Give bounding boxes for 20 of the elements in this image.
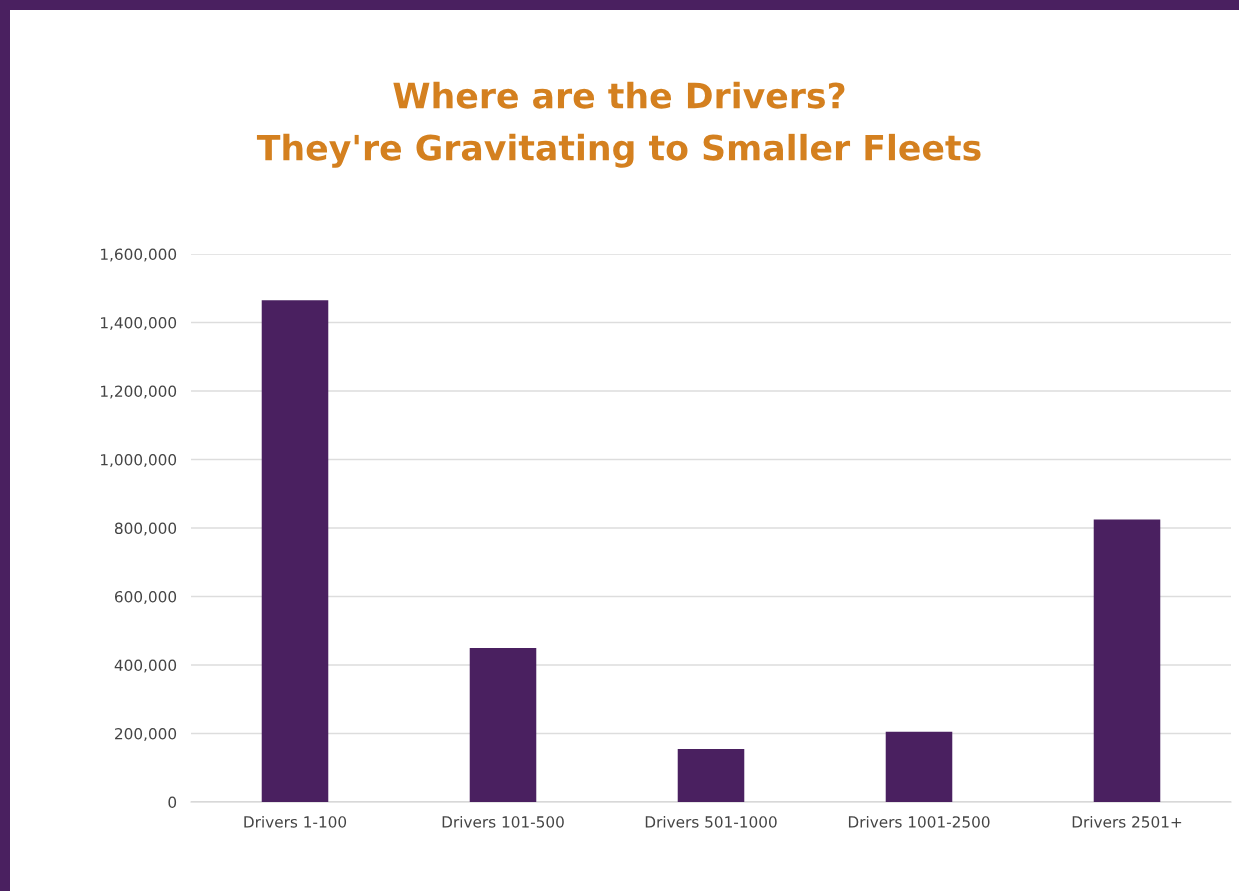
y-tick-label: 1,200,000 bbox=[101, 385, 177, 399]
x-tick-label: Drivers 101-500 bbox=[442, 815, 564, 828]
bar bbox=[677, 748, 745, 802]
y-tick-label: 600,000 bbox=[115, 590, 177, 605]
y-tick-label: 800,000 bbox=[114, 522, 177, 536]
bar bbox=[1093, 519, 1161, 802]
x-tick-label: Drivers 501-1000 bbox=[645, 815, 777, 828]
bar bbox=[885, 731, 953, 802]
y-tick-label: 1,400,000 bbox=[101, 316, 177, 331]
y-tick-label: 1,600,000 bbox=[101, 248, 177, 262]
x-tick-label: Drivers 1-100 bbox=[244, 815, 347, 828]
y-tick-label: 1,000,000 bbox=[101, 453, 177, 468]
bar bbox=[261, 300, 329, 802]
y-tick-label: 0 bbox=[168, 796, 177, 809]
chart-title: Where are the Drivers? They're Gravitating to Smaller Fleets bbox=[256, 81, 981, 168]
y-tick-label: 200,000 bbox=[115, 727, 177, 742]
x-tick-label: Drivers 2501+ bbox=[1072, 815, 1182, 828]
x-tick-label: Drivers 1001-2500 bbox=[848, 815, 990, 828]
bar bbox=[469, 647, 537, 802]
y-tick-label: 400,000 bbox=[114, 659, 177, 673]
